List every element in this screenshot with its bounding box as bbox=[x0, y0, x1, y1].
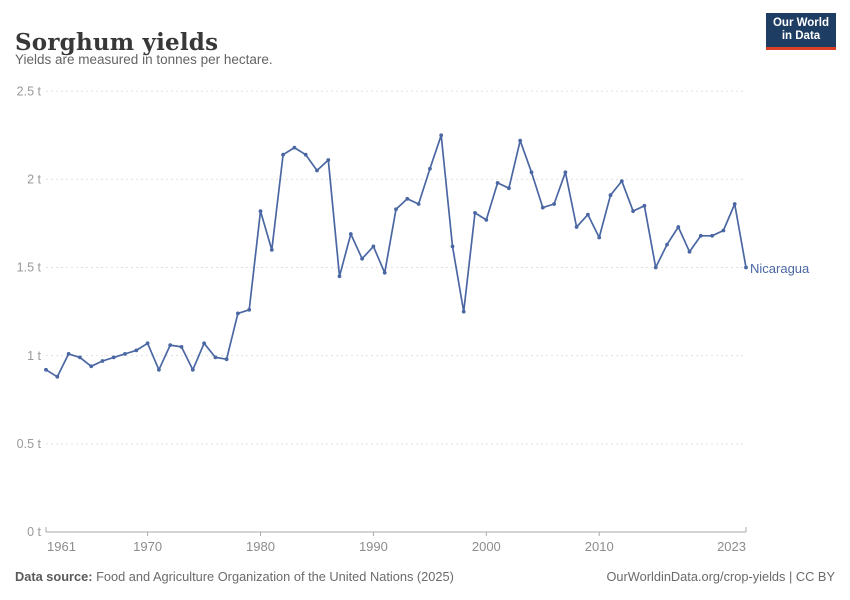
data-point-1961[interactable] bbox=[44, 367, 48, 372]
data-point-1996[interactable] bbox=[439, 133, 444, 138]
data-point-2000[interactable] bbox=[484, 218, 489, 222]
data-point-1971[interactable] bbox=[157, 367, 161, 372]
data-point-2022[interactable] bbox=[732, 202, 737, 206]
data-point-2002[interactable] bbox=[507, 186, 511, 191]
page-title: Sorghum yields bbox=[15, 29, 219, 57]
data-point-1987[interactable] bbox=[337, 274, 342, 279]
y-axis-tick-label: 0.5 t bbox=[17, 437, 42, 451]
data-point-2021[interactable] bbox=[721, 228, 726, 233]
data-point-1977[interactable] bbox=[224, 357, 229, 362]
data-point-1965[interactable] bbox=[89, 364, 94, 369]
data-point-1994[interactable] bbox=[416, 202, 421, 206]
data-source-value: Food and Agriculture Organization of the… bbox=[92, 569, 454, 584]
data-point-1986[interactable] bbox=[326, 158, 331, 162]
data-point-1984[interactable] bbox=[303, 152, 308, 157]
data-point-1988[interactable] bbox=[348, 232, 353, 236]
data-point-2006[interactable] bbox=[552, 202, 556, 206]
data-point-2023[interactable] bbox=[744, 265, 748, 270]
data-source-note: Data source: Food and Agriculture Organi… bbox=[15, 569, 454, 584]
y-axis-tick-label: 2.5 t bbox=[17, 84, 42, 98]
data-point-1970[interactable] bbox=[145, 341, 150, 346]
data-point-1982[interactable] bbox=[281, 152, 285, 157]
data-point-1985[interactable] bbox=[315, 168, 319, 173]
data-point-1995[interactable] bbox=[428, 166, 432, 171]
data-point-1979[interactable] bbox=[247, 307, 252, 312]
data-point-1963[interactable] bbox=[66, 352, 71, 356]
owid-logo-line1: Our World bbox=[772, 16, 829, 29]
chart-footer: Data source: Food and Agriculture Organi… bbox=[15, 569, 835, 584]
data-point-2008[interactable] bbox=[574, 225, 579, 229]
x-axis-tick-label: 1990 bbox=[359, 539, 388, 554]
data-point-1999[interactable] bbox=[473, 211, 477, 215]
y-axis-tick-label: 2 t bbox=[27, 173, 41, 187]
data-point-1991[interactable] bbox=[382, 270, 387, 275]
data-point-2011[interactable] bbox=[608, 193, 613, 198]
data-point-2016[interactable] bbox=[665, 242, 669, 247]
series-line-nicaragua[interactable] bbox=[45, 134, 747, 378]
data-point-2012[interactable] bbox=[619, 179, 624, 184]
data-point-1972[interactable] bbox=[168, 343, 173, 347]
x-axis-tick-label: 1970 bbox=[133, 539, 162, 554]
x-axis-tick-label: 1980 bbox=[246, 539, 275, 554]
data-point-2017[interactable] bbox=[676, 225, 681, 229]
data-point-2003[interactable] bbox=[518, 138, 523, 143]
data-point-2009[interactable] bbox=[586, 212, 590, 217]
owid-logo[interactable]: Our World in Data bbox=[766, 13, 836, 50]
data-point-1973[interactable] bbox=[179, 345, 184, 349]
data-point-1968[interactable] bbox=[123, 352, 127, 356]
data-point-2013[interactable] bbox=[631, 209, 635, 214]
data-point-2004[interactable] bbox=[529, 170, 534, 175]
x-axis-tick-label: 1961 bbox=[47, 539, 76, 554]
chart-subtitle: Yields are measured in tonnes per hectar… bbox=[15, 52, 273, 67]
data-point-2015[interactable] bbox=[653, 265, 658, 270]
x-axis-tick-label: 2023 bbox=[717, 539, 746, 554]
data-point-1975[interactable] bbox=[202, 341, 207, 346]
data-point-1998[interactable] bbox=[461, 309, 466, 314]
series-label-nicaragua[interactable]: Nicaragua bbox=[750, 261, 810, 276]
license-credit: OurWorldinData.org/crop-yields | CC BY bbox=[606, 569, 835, 584]
y-axis-tick-label: 1.5 t bbox=[17, 261, 42, 275]
x-axis-tick-label: 2000 bbox=[472, 539, 501, 554]
data-point-1976[interactable] bbox=[213, 355, 218, 360]
data-point-2005[interactable] bbox=[540, 205, 545, 210]
data-point-2014[interactable] bbox=[642, 203, 647, 208]
data-point-1978[interactable] bbox=[236, 311, 240, 316]
data-point-1974[interactable] bbox=[190, 367, 195, 372]
data-point-2018[interactable] bbox=[687, 249, 692, 254]
data-point-1992[interactable] bbox=[394, 207, 398, 212]
data-point-1989[interactable] bbox=[360, 256, 364, 261]
data-point-2019[interactable] bbox=[698, 233, 703, 238]
y-axis-tick-label: 0 t bbox=[27, 525, 41, 539]
data-point-1969[interactable] bbox=[134, 348, 139, 353]
data-point-1990[interactable] bbox=[371, 244, 376, 249]
owid-logo-line2: in Data bbox=[781, 30, 821, 42]
data-point-1966[interactable] bbox=[100, 359, 105, 363]
data-point-1964[interactable] bbox=[78, 355, 82, 360]
data-point-1997[interactable] bbox=[450, 244, 455, 249]
data-point-2010[interactable] bbox=[597, 235, 602, 240]
data-point-1981[interactable] bbox=[269, 248, 274, 252]
data-point-2001[interactable] bbox=[495, 181, 500, 185]
data-point-1983[interactable] bbox=[292, 145, 297, 150]
data-point-1962[interactable] bbox=[55, 374, 60, 379]
y-axis-tick-label: 1 t bbox=[27, 349, 41, 363]
data-point-1993[interactable] bbox=[405, 196, 410, 201]
data-point-2020[interactable] bbox=[710, 233, 714, 238]
data-point-1980[interactable] bbox=[258, 209, 263, 214]
x-axis-tick-label: 2010 bbox=[585, 539, 614, 554]
data-source-label: Data source: bbox=[15, 569, 93, 584]
data-point-1967[interactable] bbox=[111, 355, 116, 360]
data-point-2007[interactable] bbox=[563, 170, 568, 175]
